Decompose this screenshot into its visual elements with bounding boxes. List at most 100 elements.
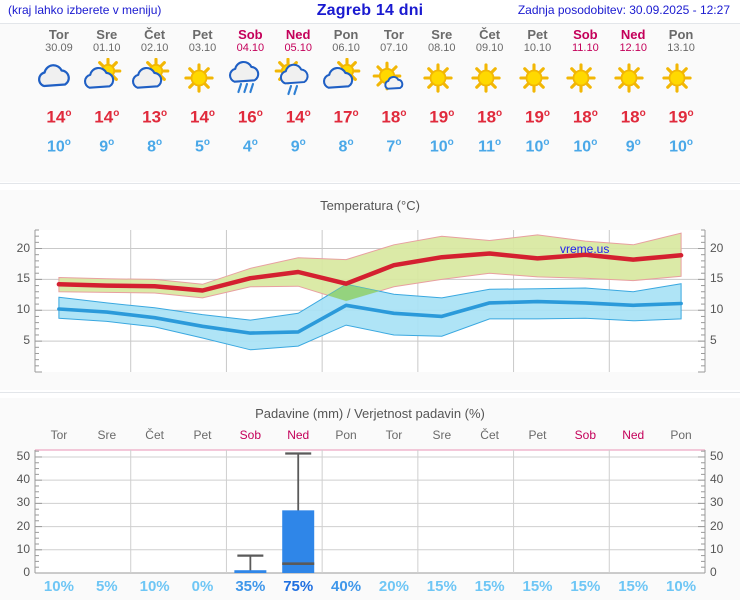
day-column[interactable]: Sob 11.10 18o 10o: [559, 24, 611, 156]
day-date: 01.10: [93, 42, 121, 54]
partly-sunny-icon: [81, 58, 133, 100]
sunny-icon: [655, 58, 707, 100]
sunny-icon: [559, 58, 611, 100]
sunny-icon: [416, 58, 468, 100]
precip-day-label: Sob: [574, 428, 597, 442]
temp-max: 13o: [142, 107, 168, 127]
temp-max: 19o: [429, 107, 455, 127]
sun-rain-icon: [272, 58, 324, 100]
watermark: vreme.us: [560, 242, 610, 256]
precip-axis-label: 30: [16, 495, 30, 510]
temperature-chart-title: Temperatura (°C): [320, 198, 420, 213]
temp-max: 19o: [524, 107, 551, 127]
precip-day-label: Pet: [528, 428, 547, 442]
header-divider: [0, 23, 740, 24]
precip-axis-label: 50: [16, 448, 30, 463]
temp-axis-label: 5: [23, 333, 30, 348]
precip-axis-label: 40: [710, 472, 724, 487]
day-column[interactable]: Čet 09.10 18o 11o: [464, 24, 516, 156]
temperature-chart: 5 5 10 10 15 15 20 20: [0, 190, 740, 390]
sun-cloud-icon: [368, 58, 420, 100]
precip-axis-label: 10: [710, 541, 724, 556]
day-name: Ned: [620, 27, 646, 42]
precip-probability: 15%: [618, 578, 649, 595]
day-column[interactable]: Sob 04.10 16o 4o: [224, 24, 276, 156]
precip-probability: 20%: [378, 578, 409, 595]
temp-axis-label: 20: [16, 240, 30, 255]
precip-day-label: Tor: [50, 428, 68, 442]
strip-divider: [0, 183, 740, 184]
day-name: Ned: [285, 27, 311, 42]
temp-axis-label: 10: [16, 302, 30, 317]
precip-day-label: Čet: [480, 428, 499, 442]
day-column[interactable]: Ned 12.10 18o 9o: [607, 24, 659, 156]
precipitation-panel: Padavine (mm) / Verjetnost padavin (%) T…: [0, 398, 740, 600]
day-column[interactable]: Pon 06.10 17o 8o: [320, 24, 372, 156]
temp-min: 10o: [669, 136, 694, 155]
precip-day-label: Čet: [145, 428, 164, 442]
day-column[interactable]: Sre 01.10 14o 9o: [81, 24, 133, 156]
precip-probability: 40%: [331, 578, 362, 595]
day-name: Sob: [573, 27, 598, 42]
temp-min: 10o: [525, 136, 550, 155]
day-column[interactable]: Sre 08.10 19o 10o: [416, 24, 468, 156]
day-name: Tor: [48, 27, 69, 42]
day-column[interactable]: Tor 30.09 14o 10o: [33, 24, 85, 156]
day-name: Sre: [431, 27, 453, 42]
day-name: Sob: [238, 27, 263, 42]
day-column[interactable]: Pet 03.10 14o 5o: [177, 24, 229, 156]
precip-axis-label: 0: [710, 565, 717, 579]
precip-probability: 15%: [522, 578, 553, 595]
precip-day-label: Ned: [287, 428, 310, 442]
day-name: Čet: [144, 27, 166, 42]
precip-day-label: Sre: [432, 428, 452, 442]
temp-max: 18o: [572, 107, 598, 127]
day-date: 08.10: [428, 42, 456, 54]
day-column[interactable]: Pet 10.10 19o 10o: [512, 24, 564, 156]
partly-sunny-icon: [129, 58, 181, 100]
sunny-icon: [464, 58, 516, 100]
precip-day-label: Pet: [193, 428, 212, 442]
temp-min: 7o: [386, 136, 402, 155]
day-name: Tor: [383, 27, 404, 42]
precip-probability: 15%: [570, 578, 601, 595]
page-title: Zagreb 14 dni: [316, 2, 424, 19]
precip-day-label: Sob: [239, 428, 262, 442]
temp-min: 9o: [290, 136, 306, 155]
precipitation-chart-title: Padavine (mm) / Verjetnost padavin (%): [255, 406, 485, 421]
day-date: 03.10: [188, 42, 217, 54]
day-column[interactable]: Ned 05.10 14o 9o: [272, 24, 324, 156]
day-date: 02.10: [140, 42, 169, 54]
sunny-icon: [177, 58, 229, 100]
last-update: Zadnja posodobitev: 30.09.2025 - 12:27: [517, 3, 730, 17]
temp-min: 8o: [338, 136, 354, 155]
temp-min: 11o: [478, 136, 502, 155]
temp-max: 14o: [285, 107, 311, 127]
precip-day-label: Tor: [385, 428, 403, 442]
temp-max: 17o: [333, 107, 359, 127]
day-column[interactable]: Pon 13.10 19o 10o: [655, 24, 707, 156]
day-date: 12.10: [619, 42, 647, 54]
temp-max: 18o: [477, 107, 503, 127]
temp-min: 10o: [573, 136, 598, 155]
precipitation-chart: Tor Sre Čet Pet Sob Ned Pon Tor Sre Čet Pet Sob Ned P…: [0, 398, 740, 600]
precip-probability: 35%: [235, 578, 266, 595]
temp-divider: [0, 392, 740, 393]
temp-max: 14o: [189, 107, 216, 127]
temp-min: 10o: [46, 136, 71, 155]
day-column[interactable]: Tor 07.10 18o 7o: [368, 24, 420, 156]
day-name: Pon: [333, 27, 359, 42]
day-date: 07.10: [380, 42, 408, 54]
precip-axis-label: 20: [710, 518, 724, 533]
precip-day-label: Pon: [670, 428, 692, 442]
precip-day-label: Ned: [622, 428, 645, 442]
temp-min: 9o: [625, 136, 641, 155]
sunny-icon: [512, 58, 564, 100]
day-column[interactable]: Čet 02.10 13o 8o: [129, 24, 181, 156]
temp-axis-label: 15: [710, 271, 724, 286]
precip-axis-label: 40: [16, 472, 30, 487]
temp-max: 18o: [381, 107, 407, 127]
day-date: 13.10: [667, 42, 695, 54]
day-date: 04.10: [236, 42, 265, 54]
